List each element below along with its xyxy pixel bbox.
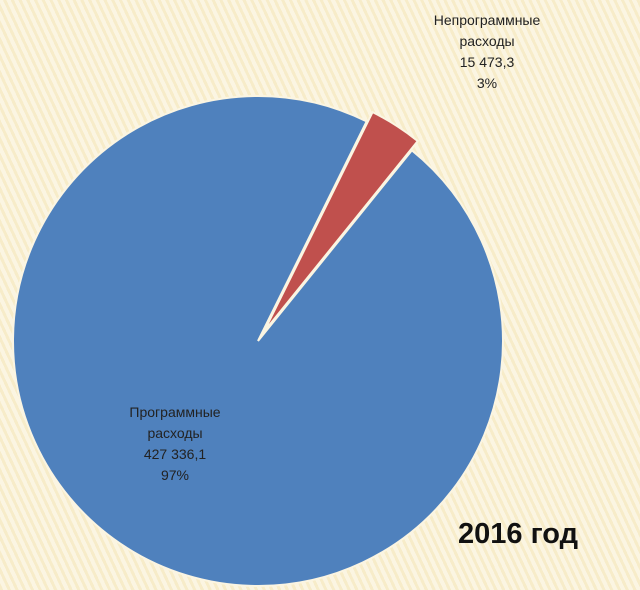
percent-label: 3%: [476, 75, 498, 91]
category-label: Программные расходы: [129, 404, 221, 441]
slice-label: Непрограммные расходы 15 473,3 3%: [407, 10, 567, 94]
value-label: 15 473,3: [459, 54, 515, 70]
percent-label: 97%: [160, 467, 190, 483]
value-label: 427 336,1: [143, 446, 207, 462]
pie-slice: [12, 95, 504, 587]
slice-label: Программные расходы 427 336,1 97%: [95, 402, 255, 486]
category-label: Непрограммные расходы: [433, 12, 541, 49]
annotation: 2016 год: [458, 518, 579, 550]
pie-slice: [263, 110, 420, 333]
